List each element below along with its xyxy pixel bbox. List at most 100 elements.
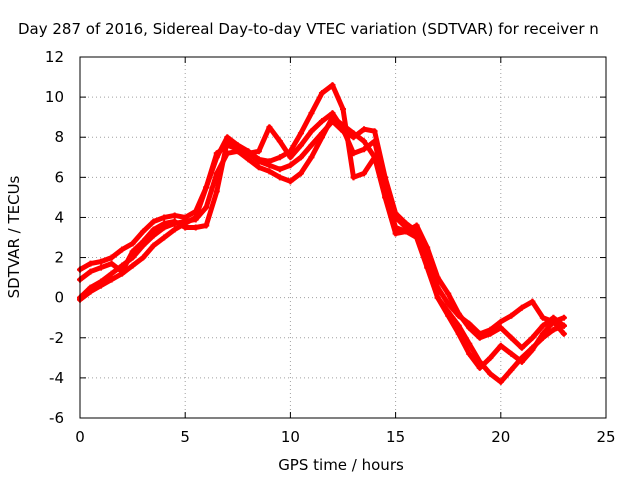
data-point [266, 168, 273, 175]
data-point [150, 242, 157, 249]
x-tick-label: 10 [281, 428, 300, 446]
data-point [129, 248, 136, 255]
data-point [539, 322, 546, 329]
series-track-4 [77, 82, 567, 371]
data-point [171, 218, 178, 225]
x-tick-label: 5 [180, 428, 190, 446]
data-point [508, 312, 515, 319]
data-point [161, 234, 168, 241]
data-point [129, 262, 136, 269]
data-point [98, 258, 105, 265]
x-tick-label: 15 [386, 428, 405, 446]
data-point [455, 310, 462, 317]
data-point [203, 184, 210, 191]
data-point [550, 318, 557, 325]
data-point [403, 228, 410, 235]
data-point [276, 166, 283, 173]
data-point [497, 378, 504, 385]
y-tick-label: 6 [54, 168, 64, 186]
data-point [287, 178, 294, 185]
data-point [171, 212, 178, 219]
x-tick-label: 20 [491, 428, 510, 446]
chart-title: Day 287 of 2016, Sidereal Day-to-day VTE… [18, 20, 599, 38]
data-point [371, 128, 378, 135]
data-point [308, 128, 315, 135]
data-point [276, 138, 283, 145]
data-point [371, 154, 378, 161]
data-point [392, 230, 399, 237]
data-point [550, 326, 557, 333]
data-point [297, 130, 304, 137]
data-point [318, 118, 325, 125]
data-point [392, 224, 399, 231]
data-point [508, 366, 515, 373]
data-point [129, 240, 136, 247]
data-point [161, 220, 168, 227]
data-point [213, 188, 220, 195]
data-point [140, 228, 147, 235]
data-point [108, 270, 115, 277]
data-point [371, 138, 378, 145]
data-point [497, 318, 504, 325]
y-tick-label: -6 [49, 409, 64, 427]
x-tick-labels: 0 5 10 15 20 25 [75, 428, 615, 446]
data-point [255, 156, 262, 163]
y-tick-label: 4 [54, 208, 64, 226]
data-point [203, 222, 210, 229]
data-point [350, 174, 357, 181]
data-point [434, 274, 441, 281]
data-point [308, 110, 315, 117]
data-point [361, 126, 368, 133]
data-point [382, 188, 389, 195]
data-point [255, 148, 262, 155]
data-point [518, 344, 525, 351]
data-point [340, 106, 346, 113]
data-point [497, 342, 504, 349]
y-tick-label: -2 [49, 329, 64, 347]
data-point [329, 110, 336, 117]
data-point [529, 334, 536, 341]
data-point [245, 148, 252, 155]
data-point [308, 154, 315, 161]
data-point [487, 354, 494, 361]
data-point [308, 142, 315, 149]
y-tick-label: 10 [45, 88, 64, 106]
data-point [140, 254, 147, 261]
y-tick-label: 0 [54, 289, 64, 307]
data-point [445, 290, 452, 297]
data-point [108, 260, 115, 267]
y-axis-label: SDTVAR / TECUs [5, 175, 23, 298]
data-point [87, 288, 94, 295]
data-point [297, 154, 304, 161]
data-point [424, 244, 431, 251]
y-tick-labels: -6 -4 -2 0 2 4 6 8 10 12 [45, 48, 64, 427]
data-point [529, 298, 536, 305]
data-point [192, 224, 199, 231]
data-point [413, 222, 420, 229]
data-point [539, 314, 546, 321]
data-point [476, 364, 483, 371]
data-point [466, 340, 473, 347]
data-point [318, 90, 325, 97]
data-point [539, 330, 546, 337]
data-point [487, 370, 494, 377]
data-point [213, 154, 220, 161]
data-point [361, 138, 368, 145]
data-point [434, 294, 441, 301]
data-point [466, 350, 473, 357]
data-point [234, 142, 241, 149]
y-tick-label: 2 [54, 249, 64, 267]
data-point [350, 130, 357, 137]
data-point [266, 158, 273, 165]
data-point [497, 324, 504, 331]
data-point [287, 148, 294, 155]
data-point [455, 330, 462, 337]
data-point [98, 282, 105, 289]
data-point [161, 214, 168, 221]
data-point [192, 214, 199, 221]
data-point [560, 322, 567, 329]
data-point [297, 170, 304, 177]
data-point [171, 226, 178, 233]
data-point [445, 300, 452, 307]
